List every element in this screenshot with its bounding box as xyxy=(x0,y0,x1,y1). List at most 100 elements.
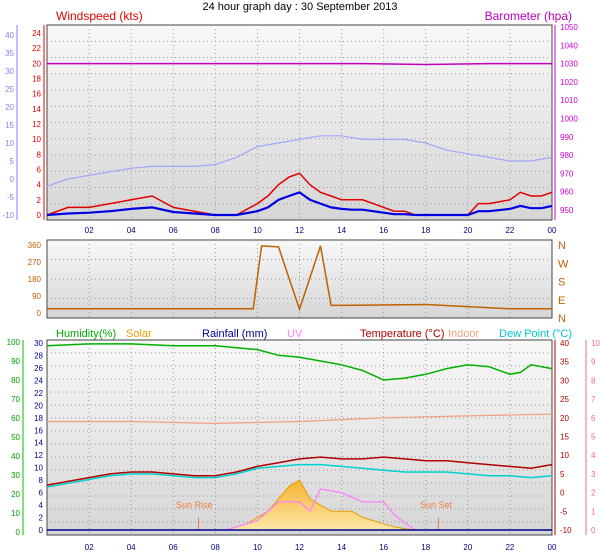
uv-line xyxy=(225,488,416,531)
baro-tick-label: 980 xyxy=(560,151,574,160)
barometer-line xyxy=(47,62,552,66)
legend-rainfall: Rainfall (mm) xyxy=(202,328,267,340)
bearing-tick-label: 0 xyxy=(37,309,42,318)
uv-tick-label: 8 xyxy=(591,376,596,385)
compass-tick-label: S xyxy=(558,277,565,289)
wind-tick-label: 0 xyxy=(37,211,42,220)
rain-tick-label: 14 xyxy=(34,439,43,448)
bearing-line xyxy=(47,245,552,312)
x-tick-label: 04 xyxy=(127,226,136,235)
x-tick-label: 18 xyxy=(421,226,430,235)
humidity-tick-label: 40 xyxy=(11,452,20,461)
rain-tick-label: 6 xyxy=(39,489,44,498)
x-tick-label: 22 xyxy=(505,543,514,552)
uv-tick-label: 9 xyxy=(591,358,596,367)
wind-tick-label: 22 xyxy=(32,44,41,53)
humidity-tick-label: 50 xyxy=(11,433,20,442)
humidity-tick-label: 90 xyxy=(11,357,20,366)
solar-area xyxy=(225,479,416,531)
x-tick-label: 12 xyxy=(295,226,304,235)
page-title: 24 hour graph day : 30 September 2013 xyxy=(202,1,397,13)
x-tick-label: 20 xyxy=(463,543,472,552)
wind-average-line xyxy=(46,191,553,217)
bearing-tick-label: 270 xyxy=(28,258,42,267)
x-tick-label: 18 xyxy=(421,543,430,552)
rain-tick-label: 4 xyxy=(39,501,44,510)
temp-tick-label: 25 xyxy=(560,395,569,404)
temp-tick-label: -10 xyxy=(560,526,572,535)
rain-tick-label: 24 xyxy=(34,376,43,385)
humidity-tick-label: 70 xyxy=(11,395,20,404)
rain-tick-label: 0 xyxy=(39,526,44,535)
humidity-tick-label: 0 xyxy=(16,528,21,537)
rain-tick-label: 20 xyxy=(34,401,43,410)
indoor-line xyxy=(47,413,553,425)
uv-tick-label: 5 xyxy=(591,433,596,442)
legend-temperature: Temperature (°C) xyxy=(360,328,444,340)
wind-tick-label: 12 xyxy=(32,120,41,129)
temp-tick-label: 40 xyxy=(560,339,569,348)
x-tick-label: 22 xyxy=(505,226,514,235)
rain-tick-label: 30 xyxy=(34,339,43,348)
humidity-tick-label: 10 xyxy=(11,509,20,518)
wind-tick-label: 14 xyxy=(32,105,41,114)
humidity-tick-label: 80 xyxy=(11,376,20,385)
temp-tick-label: 5 xyxy=(560,470,565,479)
humidity-line xyxy=(46,343,553,381)
legend-dew-point: Dew Point (°C) xyxy=(499,328,572,340)
outer-tick-label: 10 xyxy=(5,139,14,148)
baro-tick-label: 1020 xyxy=(560,78,578,87)
baro-tick-label: 1000 xyxy=(560,115,578,124)
baro-tick-label: 1050 xyxy=(560,23,578,32)
temp-tick-label: 20 xyxy=(560,414,569,423)
outer-tick-label: 20 xyxy=(5,103,14,112)
x-tick-label: 00 xyxy=(548,543,557,552)
x-tick-label: 10 xyxy=(253,226,262,235)
wind-tick-label: 16 xyxy=(32,90,41,99)
outer-tick-label: 25 xyxy=(5,85,14,94)
baro-tick-label: 1010 xyxy=(560,96,578,105)
uv-tick-label: 3 xyxy=(591,470,596,479)
rain-tick-label: 2 xyxy=(39,514,44,523)
rain-tick-label: 16 xyxy=(34,426,43,435)
x-tick-label: 14 xyxy=(337,543,346,552)
wind-tick-label: 4 xyxy=(37,181,42,190)
compass-tick-label: W xyxy=(558,258,569,270)
humidity-tick-label: 20 xyxy=(11,490,20,499)
rain-tick-label: 18 xyxy=(34,414,43,423)
baro-tick-label: 990 xyxy=(560,133,574,142)
baro-tick-label: 970 xyxy=(560,169,574,178)
x-tick-label: 16 xyxy=(379,226,388,235)
outer-tick-label: 5 xyxy=(10,157,15,166)
rain-tick-label: 10 xyxy=(34,464,43,473)
baro-tick-label: 950 xyxy=(560,206,574,215)
baro-tick-label: 1030 xyxy=(560,60,578,69)
sunset-label: Sun Set xyxy=(420,500,453,510)
uv-tick-label: 2 xyxy=(591,489,596,498)
x-tick-label: 06 xyxy=(169,543,178,552)
temp-tick-label: -5 xyxy=(560,507,568,516)
baro-tick-label: 1040 xyxy=(560,41,578,50)
outer-tick-label: 40 xyxy=(5,31,14,40)
bearing-tick-label: 180 xyxy=(28,275,42,284)
compass-tick-label: E xyxy=(558,295,565,307)
x-tick-label: 00 xyxy=(548,226,557,235)
wind-tick-label: 24 xyxy=(32,29,41,38)
outer-tick-label: 0 xyxy=(10,175,15,184)
wind-tick-label: 6 xyxy=(37,166,42,175)
x-tick-label: 04 xyxy=(127,543,136,552)
temp-tick-label: 35 xyxy=(560,358,569,367)
wind-tick-label: 2 xyxy=(37,196,42,205)
uv-tick-label: 6 xyxy=(591,414,596,423)
legend-humidity-unit: (%) xyxy=(99,328,116,340)
sunrise-label: Sun Rise xyxy=(176,500,213,510)
uv-tick-label: 0 xyxy=(591,526,596,535)
legend-solar: Solar xyxy=(126,328,152,340)
compass-tick-label: N xyxy=(558,313,566,325)
legend-humidity: Humidity xyxy=(56,328,99,340)
temp-tick-label: 15 xyxy=(560,433,569,442)
outer-tick-label: 15 xyxy=(5,121,14,130)
windspeed-label: Windspeed (kts) xyxy=(56,9,143,23)
